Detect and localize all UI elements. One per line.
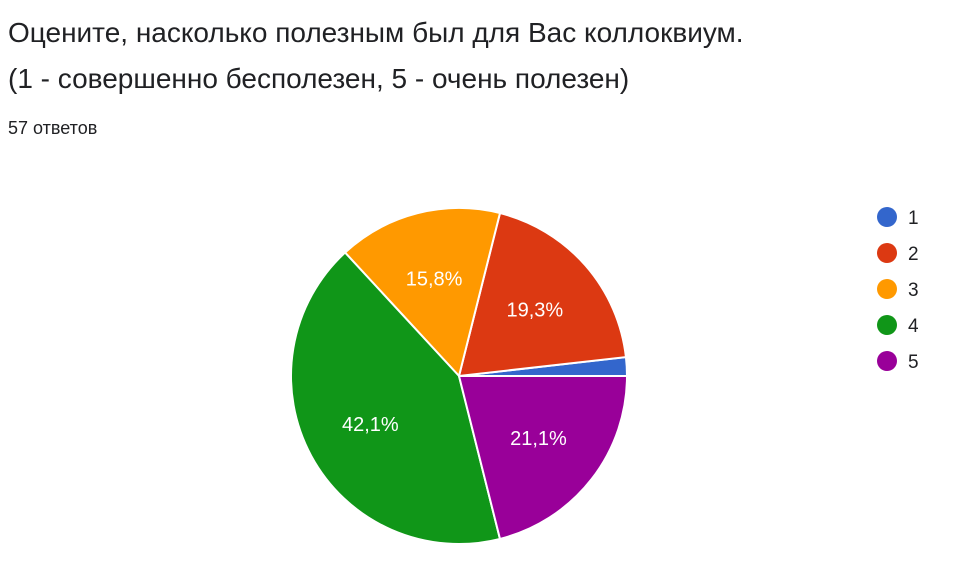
legend-label-4: 4 [908,316,919,337]
legend-marker-3 [877,279,897,299]
pie-slice-labels: 19,3% 15,8% 42,1% 21,1% [342,268,567,450]
legend-label-5: 5 [908,352,919,373]
slice-label-4: 42,1% [342,414,399,436]
response-count: 57 ответов [8,118,98,138]
slice-label-5: 21,1% [510,428,567,450]
legend-label-2: 2 [908,244,919,265]
pie-slice-4[interactable] [290,251,502,545]
legend-label-3: 3 [908,280,919,301]
chart-title-line-2: (1 - совершенно бесполезен, 5 - очень по… [8,63,630,94]
chart-title: Оцените, насколько полезным был для Вас … [8,10,948,102]
chart-title-line-1: Оцените, насколько полезным был для Вас … [8,17,744,48]
legend-marker-1 [877,207,897,227]
pie-slices [290,207,629,545]
legend-marker-5 [877,351,897,371]
slice-label-2: 19,3% [507,300,564,322]
legend-marker-4 [877,315,897,335]
pie-slice-5[interactable] [457,375,629,541]
legend-marker-2 [877,243,897,263]
legend: 1 2 3 4 5 [877,207,919,373]
pie-slice-3[interactable] [343,207,502,379]
pie-slice-2[interactable] [457,211,628,378]
legend-label-1: 1 [908,208,919,229]
slice-label-3: 15,8% [406,268,463,290]
